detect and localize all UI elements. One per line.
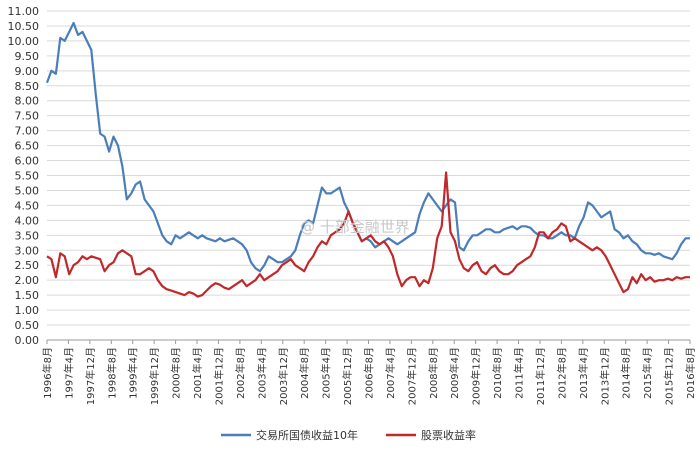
x-tick-label: 2012年8月 (555, 347, 568, 399)
x-tick-label: 2003年4月 (255, 347, 268, 399)
y-tick-label: 1.00 (15, 304, 40, 317)
y-tick-label: 3.00 (15, 244, 40, 257)
y-tick-label: 5.50 (15, 170, 40, 183)
x-tick-label: 2009年4月 (448, 347, 461, 399)
x-tick-label: 2014年8月 (620, 347, 633, 399)
y-tick-label: 3.50 (15, 229, 40, 242)
y-tick-label: 4.00 (15, 214, 40, 227)
x-tick-label: 2015年4月 (641, 347, 654, 399)
x-axis-tick-labels: 1996年8月 1997年4月 1997年12月 1998年8月 1999年4月 1999… (41, 347, 697, 405)
y-tick-label: 0.50 (15, 319, 40, 332)
x-tick-label: 2008年8月 (427, 347, 440, 399)
y-tick-label: 2.50 (15, 259, 40, 272)
watermark: @ 十部金融世界 (300, 218, 410, 236)
x-tick-label: 2005年12月 (341, 347, 354, 405)
x-tick-label: 2000年8月 (170, 347, 183, 399)
legend-label-stock-yield: 股票收益率 (421, 428, 476, 442)
x-tick-label: 2007年4月 (384, 347, 397, 399)
x-tick-label: 2004年8月 (298, 347, 311, 399)
legend-label-bond-yield: 交易所国债收益10年 (256, 428, 358, 442)
x-tick-label: 1997年4月 (62, 347, 75, 399)
x-tick-label: 2009年12月 (470, 347, 483, 405)
x-tick-label: 1999年4月 (127, 347, 140, 399)
x-tick-label: 1996年8月 (41, 347, 54, 399)
gridlines (47, 10, 690, 341)
y-tick-label: 7.50 (15, 110, 40, 123)
y-tick-label: 4.50 (15, 199, 40, 212)
legend: 交易所国债收益10年 股票收益率 (221, 428, 476, 442)
x-tick-label: 2013年12月 (598, 347, 611, 405)
x-tick-label: 2003年12月 (277, 347, 290, 405)
series-lines (45, 21, 690, 298)
x-tick-label: 2002年8月 (234, 347, 247, 399)
y-tick-label: 8.00 (15, 95, 40, 108)
x-tick-label: 2011年12月 (534, 347, 547, 405)
y-tick-label: 5.00 (15, 184, 40, 197)
x-axis (46, 340, 691, 344)
y-tick-label: 10.00 (8, 35, 40, 48)
series-line-bond-yield (45, 21, 690, 273)
x-tick-label: 2001年12月 (212, 347, 225, 405)
x-tick-label: 2001年4月 (191, 347, 204, 399)
x-tick-label: 1998年8月 (105, 347, 118, 399)
y-tick-label: 9.50 (15, 50, 40, 63)
x-tick-label: 2015年12月 (663, 347, 676, 405)
y-tick-label: 1.50 (15, 289, 40, 302)
x-tick-label: 2013年4月 (577, 347, 590, 399)
x-tick-label: 2016年8月 (684, 347, 697, 399)
x-tick-label: 1999年12月 (148, 347, 161, 405)
y-axis-tick-labels: 0.00 0.50 1.00 1.50 2.00 2.50 3.00 3.50 4.00 4.50… (8, 5, 40, 347)
y-tick-label: 6.00 (15, 155, 40, 168)
x-tick-label: 2011年4月 (513, 347, 526, 399)
y-tick-label: 8.50 (15, 80, 40, 93)
y-tick-label: 7.00 (15, 125, 40, 138)
y-tick-label: 0.00 (15, 334, 40, 347)
series-line-stock-yield (46, 171, 690, 298)
x-tick-label: 1997年12月 (84, 347, 97, 405)
y-tick-label: 6.50 (15, 140, 40, 153)
x-tick-label: 2007年12月 (405, 347, 418, 405)
y-tick-label: 2.00 (15, 274, 40, 287)
x-tick-label: 2005年4月 (320, 347, 333, 399)
x-tick-label: 2006年8月 (363, 347, 376, 399)
y-tick-label: 11.00 (8, 5, 40, 18)
y-tick-label: 9.00 (15, 65, 40, 78)
y-tick-label: 10.50 (8, 20, 40, 33)
x-tick-label: 2010年8月 (491, 347, 504, 399)
